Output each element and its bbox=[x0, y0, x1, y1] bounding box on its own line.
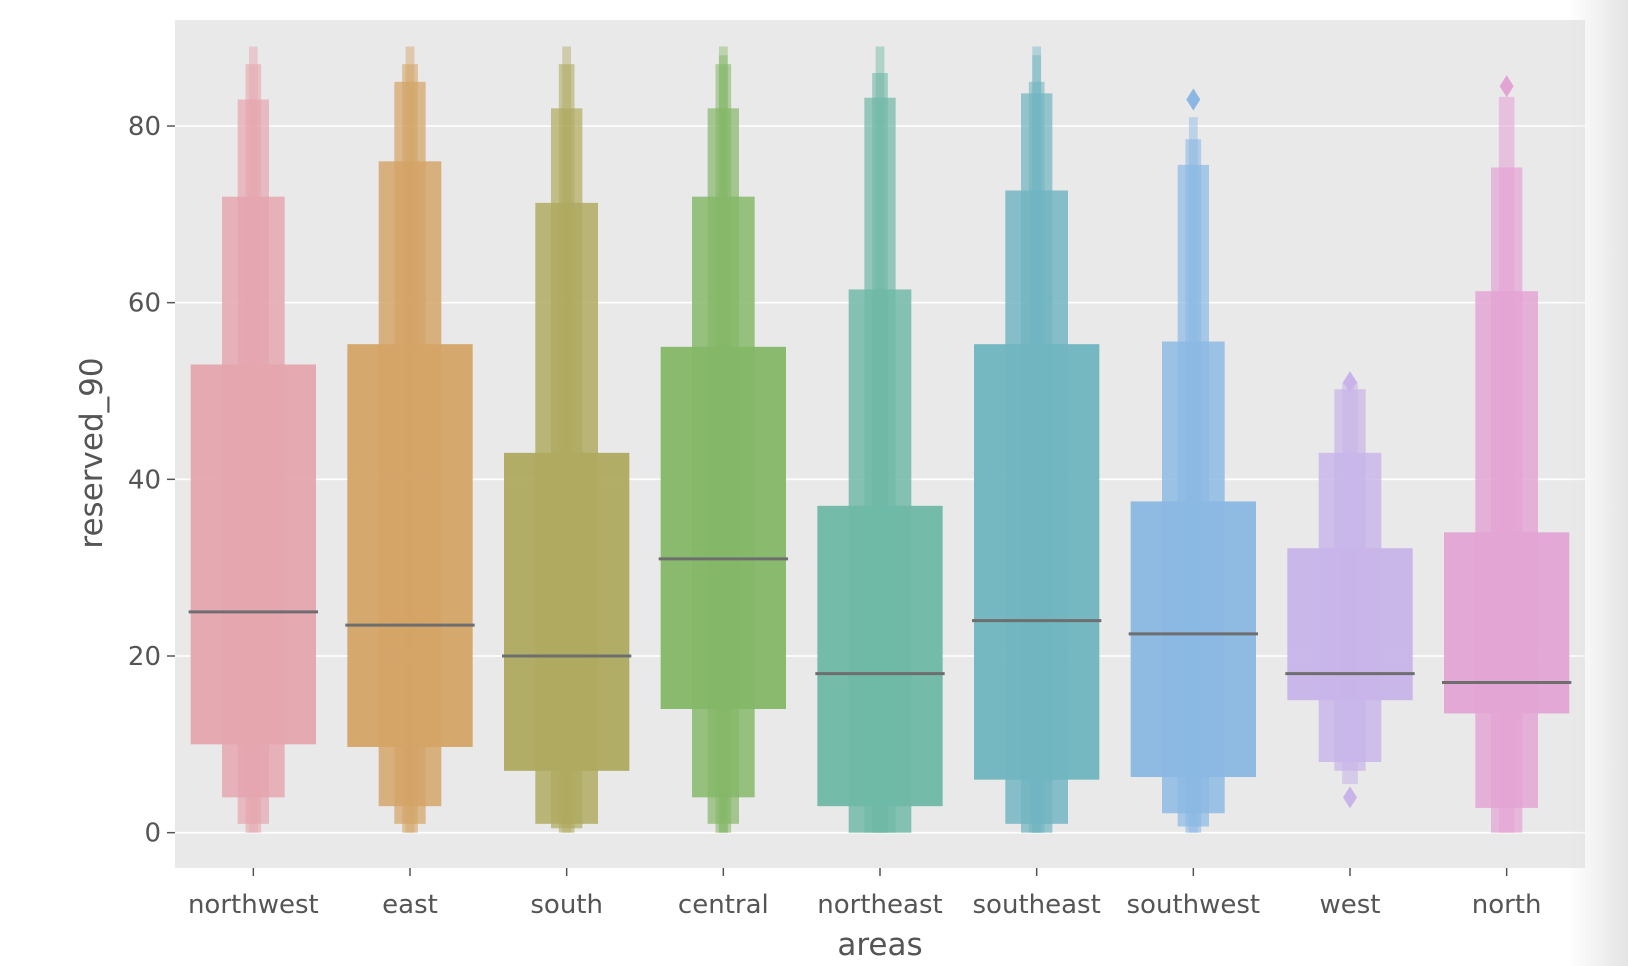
x-tick-label: northeast bbox=[817, 890, 942, 920]
outlier-marker bbox=[1499, 75, 1514, 98]
x-tick-label: northwest bbox=[188, 890, 319, 920]
outlier-marker bbox=[1343, 371, 1357, 394]
x-tick-label: southeast bbox=[973, 890, 1101, 920]
y-tick-label: 40 bbox=[128, 465, 161, 495]
y-tick-label: 20 bbox=[128, 642, 161, 672]
x-tick-label: south bbox=[530, 890, 603, 920]
boxen-southeast bbox=[972, 46, 1102, 833]
outlier-marker bbox=[1186, 88, 1201, 111]
boxen-southwest bbox=[1128, 88, 1258, 833]
y-tick-label: 80 bbox=[128, 112, 161, 142]
boxen-south bbox=[502, 46, 632, 833]
y-tick-label: 60 bbox=[128, 289, 161, 319]
boxen-level-box bbox=[974, 344, 1100, 780]
boxen-level-box bbox=[190, 364, 316, 745]
boxen-level-box bbox=[660, 346, 786, 709]
x-tick-label: east bbox=[382, 890, 438, 920]
boxen-west bbox=[1285, 371, 1415, 809]
boxen-series bbox=[188, 46, 1572, 833]
boxen-level-box bbox=[1130, 501, 1256, 778]
y-axis-label: reserved_90 bbox=[74, 357, 110, 548]
boxen-central bbox=[658, 46, 788, 833]
outlier-marker bbox=[1343, 786, 1357, 809]
boxen-level-box bbox=[504, 452, 630, 771]
x-tick-label: north bbox=[1472, 890, 1542, 920]
x-tick-label: central bbox=[678, 890, 769, 920]
boxen-level-box bbox=[347, 344, 473, 747]
boxen-level-box bbox=[817, 505, 943, 807]
boxen-northwest bbox=[188, 46, 318, 833]
boxen-east bbox=[345, 46, 475, 833]
boxen-level-box bbox=[1444, 532, 1570, 714]
boxen-north bbox=[1442, 75, 1572, 833]
x-axis: northwest east south central northeast southe… bbox=[188, 868, 1542, 920]
window-edge-shadow bbox=[1568, 0, 1628, 966]
x-axis-label: areas bbox=[837, 927, 922, 963]
y-axis: 0 20 40 60 80 bbox=[128, 112, 175, 849]
boxen-northeast bbox=[815, 46, 945, 833]
boxen-level-box bbox=[1287, 548, 1413, 701]
x-tick-label: west bbox=[1319, 890, 1380, 920]
y-tick-label: 0 bbox=[144, 819, 161, 849]
x-tick-label: southwest bbox=[1127, 890, 1261, 920]
